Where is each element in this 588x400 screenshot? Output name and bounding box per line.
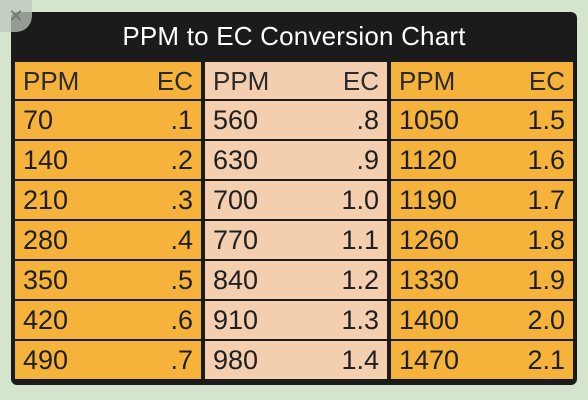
ppm-cell: 490 bbox=[15, 341, 125, 379]
ppm-cell: 1260 bbox=[387, 221, 497, 259]
ppm-cell: 700 bbox=[201, 181, 311, 219]
table-row: 350 .5 840 1.2 1330 1.9 bbox=[15, 261, 573, 299]
table-row: 420 .6 910 1.3 1400 2.0 bbox=[15, 301, 573, 339]
ppm-cell: 630 bbox=[201, 141, 311, 179]
ec-cell: .8 bbox=[311, 101, 387, 139]
ec-cell: .6 bbox=[125, 301, 201, 339]
table-row: 70 .1 560 .8 1050 1.5 bbox=[15, 101, 573, 139]
ppm-cell: 560 bbox=[201, 101, 311, 139]
ec-cell: .5 bbox=[125, 261, 201, 299]
table-row: 140 .2 630 .9 1120 1.6 bbox=[15, 141, 573, 179]
header-ppm-1: PPM bbox=[15, 62, 125, 99]
ec-cell: 2.1 bbox=[497, 341, 573, 379]
ec-cell: 1.9 bbox=[497, 261, 573, 299]
ec-cell: 1.2 bbox=[311, 261, 387, 299]
ec-cell: .1 bbox=[125, 101, 201, 139]
ec-cell: 2.0 bbox=[497, 301, 573, 339]
header-ec-2: EC bbox=[311, 62, 387, 99]
table-header-row: PPM EC PPM EC PPM EC bbox=[15, 62, 573, 99]
header-ppm-3: PPM bbox=[387, 62, 497, 99]
ppm-cell: 770 bbox=[201, 221, 311, 259]
ppm-cell: 70 bbox=[15, 101, 125, 139]
ec-cell: .7 bbox=[125, 341, 201, 379]
ec-cell: 1.5 bbox=[497, 101, 573, 139]
header-ec-1: EC bbox=[125, 62, 201, 99]
ppm-cell: 840 bbox=[201, 261, 311, 299]
ec-cell: 1.6 bbox=[497, 141, 573, 179]
ec-cell: .3 bbox=[125, 181, 201, 219]
ppm-cell: 910 bbox=[201, 301, 311, 339]
ppm-cell: 1330 bbox=[387, 261, 497, 299]
header-ppm-2: PPM bbox=[201, 62, 311, 99]
ppm-cell: 420 bbox=[15, 301, 125, 339]
ppm-cell: 1120 bbox=[387, 141, 497, 179]
ppm-cell: 1190 bbox=[387, 181, 497, 219]
table-row: 490 .7 980 1.4 1470 2.1 bbox=[15, 341, 573, 379]
chart-title: PPM to EC Conversion Chart bbox=[122, 20, 466, 51]
ec-cell: 1.1 bbox=[311, 221, 387, 259]
ec-cell: .9 bbox=[311, 141, 387, 179]
table-row: 280 .4 770 1.1 1260 1.8 bbox=[15, 221, 573, 259]
conversion-chart-card: PPM to EC Conversion Chart PPM EC PPM EC… bbox=[11, 12, 577, 385]
ec-cell: .4 bbox=[125, 221, 201, 259]
ec-cell: 1.3 bbox=[311, 301, 387, 339]
ec-cell: .2 bbox=[125, 141, 201, 179]
table-row: 210 .3 700 1.0 1190 1.7 bbox=[15, 181, 573, 219]
ppm-cell: 350 bbox=[15, 261, 125, 299]
ppm-cell: 980 bbox=[201, 341, 311, 379]
ppm-cell: 280 bbox=[15, 221, 125, 259]
ec-cell: 1.0 bbox=[311, 181, 387, 219]
ec-cell: 1.4 bbox=[311, 341, 387, 379]
conversion-table: PPM EC PPM EC PPM EC 70 .1 560 .8 1050 1… bbox=[15, 60, 573, 381]
ppm-cell: 140 bbox=[15, 141, 125, 179]
ec-cell: 1.7 bbox=[497, 181, 573, 219]
header-ec-3: EC bbox=[497, 62, 573, 99]
close-icon[interactable]: ✕ bbox=[0, 0, 32, 32]
ec-cell: 1.8 bbox=[497, 221, 573, 259]
ppm-cell: 1470 bbox=[387, 341, 497, 379]
ppm-cell: 1050 bbox=[387, 101, 497, 139]
ppm-cell: 210 bbox=[15, 181, 125, 219]
ppm-cell: 1400 bbox=[387, 301, 497, 339]
